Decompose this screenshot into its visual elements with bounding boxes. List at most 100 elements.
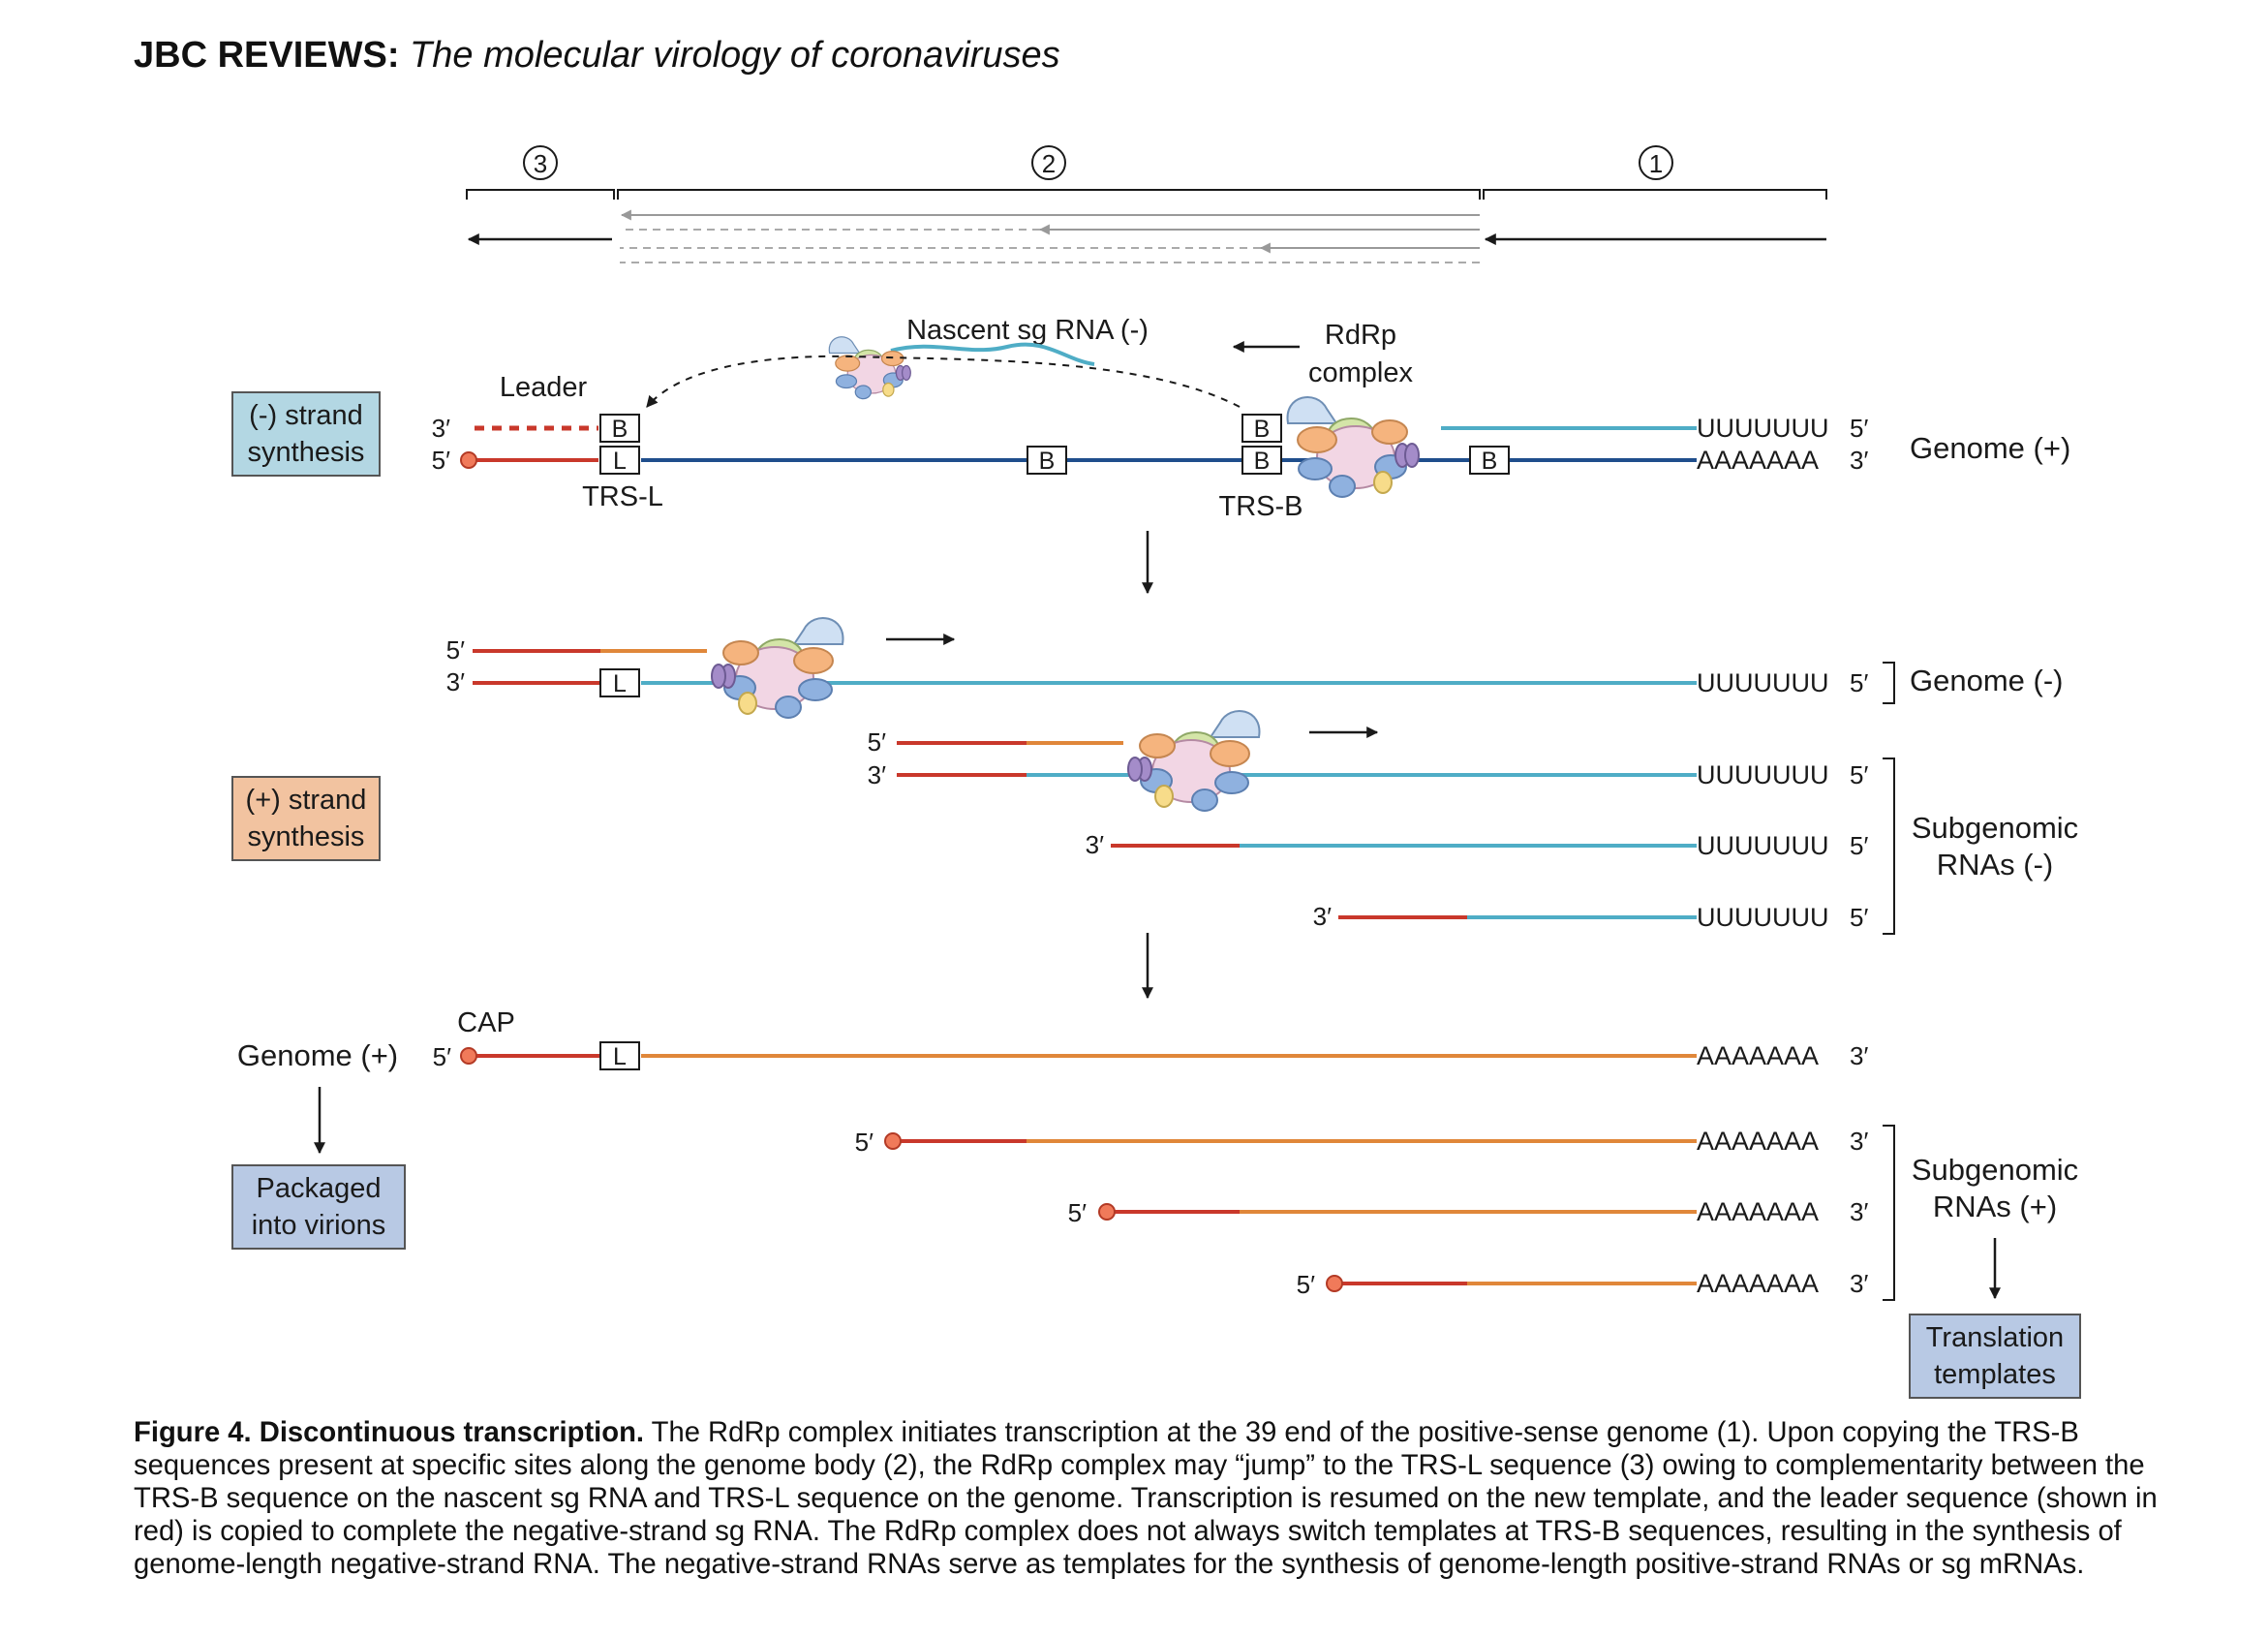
svg-text:2: 2 <box>1042 149 1056 178</box>
figure-caption: Figure 4. Discontinuous transcription. T… <box>134 1416 2185 1581</box>
rdrp-complex-icon <box>1286 396 1420 498</box>
trs-b-box: B <box>1027 446 1067 475</box>
article-title: The molecular virology of coronaviruses <box>410 35 1060 76</box>
genome-pos-label: Genome (+) <box>1910 431 2070 465</box>
genome-pos-product-label: Genome (+) <box>237 1038 398 1072</box>
poly-u-label: UUUUUUU <box>1697 668 1829 697</box>
subgenomic-neg-label-line1: Subgenomic <box>1912 811 2078 845</box>
cap-icon <box>460 1047 477 1065</box>
neg-strand-synthesis-box: (-) strand synthesis <box>231 391 381 477</box>
subgenomic-pos-bracket <box>1883 1125 1895 1301</box>
prime-label: 5′ <box>1850 903 1868 932</box>
trs-l-box: L <box>599 1041 640 1070</box>
prime-label: 3′ <box>1086 830 1104 859</box>
figure-diagram: 3 2 1 (-) strand synthesis Leader Nascen… <box>231 145 2081 1399</box>
rdrp-complex-icon <box>828 336 911 400</box>
svg-text:L: L <box>613 448 627 475</box>
genome-neg-label: Genome (-) <box>1910 664 2063 697</box>
rdrp-label-line1: RdRp <box>1325 320 1396 351</box>
svg-text:L: L <box>613 670 627 697</box>
prime-label: 5′ <box>433 1042 451 1071</box>
svg-text:1: 1 <box>1649 149 1663 178</box>
svg-text:(-) strand: (-) strand <box>249 400 363 431</box>
trs-b-box: B <box>1241 414 1282 443</box>
prime-label: 5′ <box>1068 1198 1087 1227</box>
page-header: JBC REVIEWS: The molecular virology of c… <box>134 35 1060 77</box>
translation-templates-box: Translation templates <box>1909 1314 2081 1399</box>
svg-text:B: B <box>612 416 628 443</box>
cap-icon <box>1326 1275 1343 1292</box>
packaged-into-virions-box: Packaged into virions <box>231 1164 406 1250</box>
poly-u-label: UUUUUUU <box>1697 760 1829 789</box>
prime-label: 5′ <box>1850 668 1868 697</box>
trs-l-box: L <box>599 446 640 475</box>
prime-label: 5′ <box>1850 760 1868 789</box>
prime-label: 3′ <box>432 414 450 443</box>
svg-text:Packaged: Packaged <box>257 1173 382 1204</box>
template-switch-arrow <box>646 355 1241 408</box>
svg-text:templates: templates <box>1934 1359 2056 1390</box>
step-bracket-1: 1 <box>1483 145 1827 200</box>
poly-a-label: AAAAAAA <box>1697 446 1819 475</box>
cap-icon <box>884 1132 902 1150</box>
prime-label: 5′ <box>446 635 465 665</box>
subgenomic-pos-label-line1: Subgenomic <box>1912 1153 2078 1187</box>
caption-label: Figure 4. Discontinuous transcription. <box>134 1417 645 1448</box>
poly-a-label: AAAAAAA <box>1697 1127 1819 1156</box>
rdrp-complex-icon <box>711 617 844 719</box>
svg-text:Translation: Translation <box>1926 1322 2064 1353</box>
leader-label: Leader <box>500 372 588 403</box>
svg-text:3: 3 <box>534 149 547 178</box>
rdrp-complex-icon <box>1127 710 1261 812</box>
svg-text:(+) strand: (+) strand <box>246 785 367 816</box>
prime-label: 5′ <box>432 446 450 475</box>
svg-text:B: B <box>1254 416 1271 443</box>
poly-a-label: AAAAAAA <box>1697 1041 1819 1070</box>
prime-label: 5′ <box>868 727 886 757</box>
trs-b-box: B <box>1241 446 1282 475</box>
prime-label: 3′ <box>1313 902 1332 931</box>
subgenomic-neg-bracket <box>1883 758 1895 935</box>
step-bracket-3: 3 <box>466 145 615 200</box>
svg-text:B: B <box>1254 448 1271 475</box>
cap-icon <box>460 451 477 469</box>
prime-label: 3′ <box>1850 1041 1868 1070</box>
transcription-progress-arrows <box>467 209 1826 263</box>
prime-label: 3′ <box>1850 1197 1868 1226</box>
prime-label: 5′ <box>1850 414 1868 443</box>
subgenomic-pos-label-line2: RNAs (+) <box>1933 1190 2057 1223</box>
journal-name: JBC REVIEWS: <box>134 35 400 76</box>
poly-a-label: AAAAAAA <box>1697 1197 1819 1226</box>
nascent-sg-rna-label: Nascent sg RNA (-) <box>906 315 1149 346</box>
prime-label: 3′ <box>446 667 465 696</box>
trs-b-label: TRS-B <box>1219 491 1303 522</box>
subgenomic-neg-label-line2: RNAs (-) <box>1937 848 2054 881</box>
trs-b-box: B <box>599 414 640 443</box>
prime-label: 3′ <box>868 760 886 789</box>
poly-u-label: UUUUUUU <box>1697 903 1829 932</box>
pos-strand-synthesis-box: (+) strand synthesis <box>231 776 381 861</box>
cap-icon <box>1098 1203 1116 1221</box>
trs-l-label: TRS-L <box>582 481 663 512</box>
svg-text:synthesis: synthesis <box>248 821 365 852</box>
prime-label: 5′ <box>855 1128 873 1157</box>
prime-label: 5′ <box>1850 831 1868 860</box>
prime-label: 3′ <box>1850 1127 1868 1156</box>
svg-text:synthesis: synthesis <box>248 437 365 468</box>
trs-b-box: B <box>1469 446 1510 475</box>
cap-label: CAP <box>457 1007 515 1038</box>
trs-l-box: L <box>599 668 640 697</box>
genome-neg-bracket <box>1883 662 1895 704</box>
svg-text:B: B <box>1039 448 1056 475</box>
prime-label: 3′ <box>1850 1269 1868 1298</box>
svg-text:into virions: into virions <box>252 1210 386 1241</box>
caption-text: The RdRp complex initiates transcription… <box>134 1417 2158 1580</box>
poly-u-label: UUUUUUU <box>1697 414 1829 443</box>
poly-a-label: AAAAAAA <box>1697 1269 1819 1298</box>
poly-u-label: UUUUUUU <box>1697 831 1829 860</box>
svg-text:B: B <box>1482 448 1498 475</box>
nascent-sg-rna <box>828 336 1095 400</box>
prime-label: 3′ <box>1850 446 1868 475</box>
rdrp-label-line2: complex <box>1308 357 1413 388</box>
prime-label: 5′ <box>1297 1270 1315 1299</box>
